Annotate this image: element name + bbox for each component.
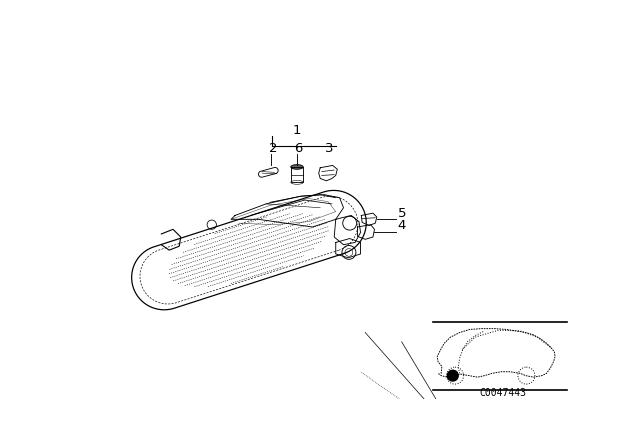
Text: 5: 5 — [397, 207, 406, 220]
Circle shape — [447, 370, 458, 381]
Ellipse shape — [291, 165, 303, 169]
Text: 4: 4 — [397, 220, 406, 233]
Text: 2: 2 — [269, 142, 278, 155]
Text: C0047443: C0047443 — [479, 388, 527, 398]
Text: 3: 3 — [325, 142, 333, 155]
Text: 1: 1 — [292, 124, 301, 137]
Text: 6: 6 — [294, 142, 302, 155]
